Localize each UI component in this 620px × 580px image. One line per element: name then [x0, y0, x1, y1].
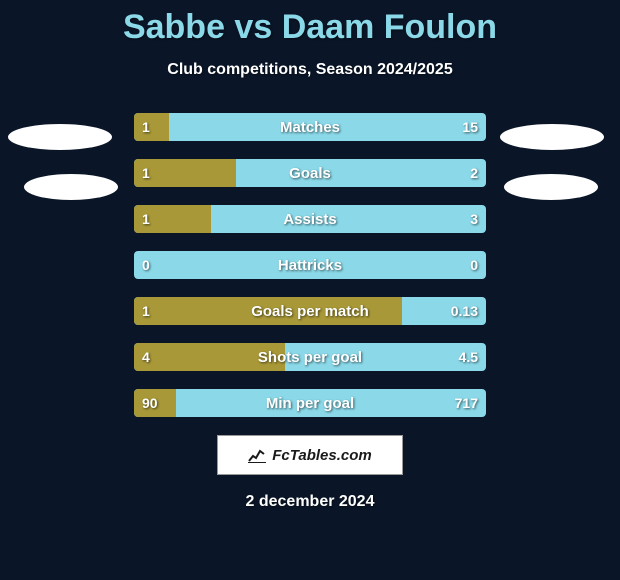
stat-value-left: 1	[142, 159, 150, 187]
player-placeholder	[8, 124, 112, 150]
stat-value-right: 0	[470, 251, 478, 279]
stat-value-right: 0.13	[451, 297, 478, 325]
comparison-bars: 1Matches151Goals21Assists30Hattricks01Go…	[134, 113, 486, 417]
stat-label: Matches	[134, 113, 486, 141]
logo-text: FcTables.com	[272, 447, 371, 464]
player-placeholder	[24, 174, 118, 200]
stat-label: Hattricks	[134, 251, 486, 279]
subtitle: Club competitions, Season 2024/2025	[0, 61, 620, 79]
stat-row: 90Min per goal717	[134, 389, 486, 417]
stat-value-left: 4	[142, 343, 150, 371]
stat-row: 1Assists3	[134, 205, 486, 233]
stat-value-right: 2	[470, 159, 478, 187]
stat-fill	[134, 343, 285, 371]
stat-value-right: 4.5	[459, 343, 478, 371]
stat-value-left: 0	[142, 251, 150, 279]
stat-value-right: 3	[470, 205, 478, 233]
stat-value-left: 1	[142, 113, 150, 141]
stat-value-right: 717	[455, 389, 478, 417]
stat-value-left: 90	[142, 389, 158, 417]
fctables-logo: FcTables.com	[217, 435, 403, 475]
stat-row: 1Goals2	[134, 159, 486, 187]
stat-fill	[134, 113, 169, 141]
stat-fill	[134, 297, 402, 325]
stat-row: 1Goals per match0.13	[134, 297, 486, 325]
player-placeholder	[500, 124, 604, 150]
stat-row: 1Matches15	[134, 113, 486, 141]
stat-value-left: 1	[142, 297, 150, 325]
page-title: Sabbe vs Daam Foulon	[0, 0, 620, 47]
stat-value-right: 15	[462, 113, 478, 141]
player-placeholder	[504, 174, 598, 200]
stat-row: 4Shots per goal4.5	[134, 343, 486, 371]
stat-value-left: 1	[142, 205, 150, 233]
chart-icon	[248, 447, 266, 463]
stat-row: 0Hattricks0	[134, 251, 486, 279]
date-label: 2 december 2024	[0, 493, 620, 511]
stat-label: Min per goal	[134, 389, 486, 417]
